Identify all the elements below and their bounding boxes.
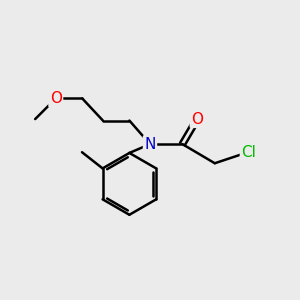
Text: N: N	[144, 136, 156, 152]
Text: O: O	[50, 91, 62, 106]
Text: Cl: Cl	[241, 146, 256, 160]
Text: O: O	[191, 112, 203, 127]
